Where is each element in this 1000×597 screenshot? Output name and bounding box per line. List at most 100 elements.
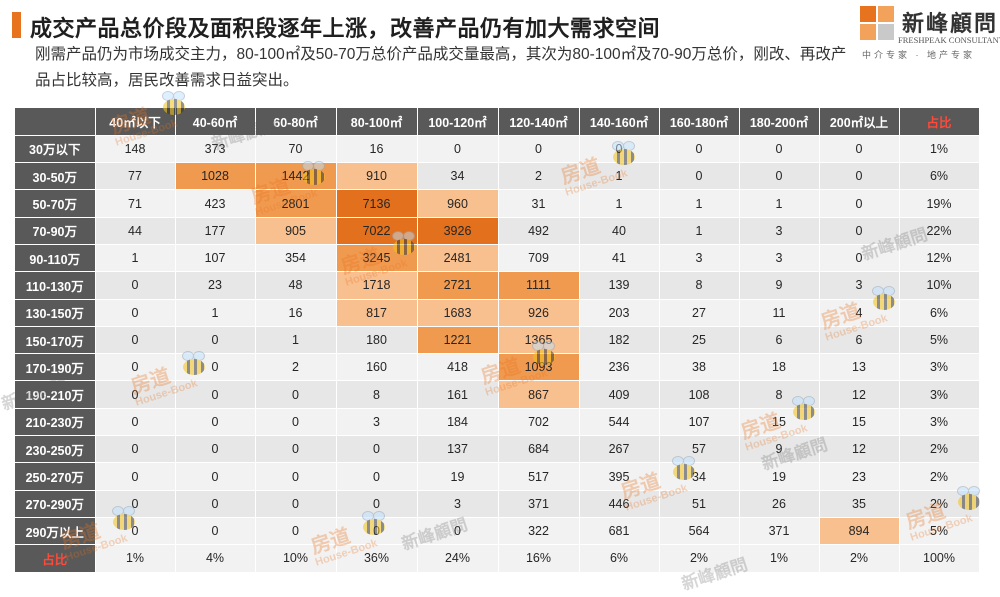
table-cell: 148	[95, 135, 176, 164]
title-accent-bar	[12, 12, 21, 38]
table-cell: 0	[95, 380, 176, 409]
row-header: 50-70万	[15, 189, 96, 218]
table-cell: 395	[579, 462, 660, 491]
column-header: 100-120㎡	[417, 108, 499, 136]
table-row: 50-70万 71 423 2801 7136 960 31 1 1 1 0 19%	[15, 189, 980, 218]
table-cell: 544	[579, 408, 660, 437]
table-cell: 0	[739, 135, 820, 164]
table-row: 110-130万 0 23 48 1718 2721 1111 139 8 9 3 10%	[15, 271, 980, 300]
table-cell: 3%	[899, 380, 980, 409]
table-cell: 0	[175, 353, 256, 382]
table-cell: 0	[819, 135, 900, 164]
table-cell: 0	[95, 435, 176, 464]
table-cell: 107	[659, 408, 740, 437]
share-row: 占比 1% 4% 10% 36% 24% 16% 6% 2% 1% 2% 100%	[15, 544, 980, 573]
table-cell: 1028	[175, 162, 256, 191]
table-cell: 1718	[336, 271, 418, 300]
share-cell: 36%	[336, 544, 418, 573]
logo-name: 新峰顧問	[902, 11, 999, 37]
table-cell: 960	[417, 189, 499, 218]
table-cell: 0	[819, 244, 900, 273]
table-cell: 2481	[417, 244, 499, 273]
table-cell: 709	[498, 244, 580, 273]
table-cell: 236	[579, 353, 660, 382]
column-header: 120-140㎡	[498, 108, 580, 136]
table-cell: 354	[255, 244, 337, 273]
company-logo: 新峰顧問 FRESHPEAK CONSULTANT 中介专家 · 地产专家	[858, 4, 1000, 62]
table-cell: 23	[819, 462, 900, 491]
table-body: 30万以下 148 373 70 16 0 0 0 0 0 0 1% 30-50万 77 1028 1442 9…	[15, 135, 980, 546]
share-cell: 1%	[95, 544, 176, 573]
table-cell: 27	[659, 299, 740, 327]
column-header: 占比	[899, 108, 980, 136]
table-cell: 3926	[417, 217, 499, 245]
share-cell: 24%	[417, 544, 499, 573]
table-row: 70-90万 44 177 905 7022 3926 492 40 1 3 0 22%	[15, 217, 980, 245]
share-cell: 100%	[899, 544, 980, 573]
table-cell: 0	[739, 162, 820, 191]
table-cell: 910	[336, 162, 418, 191]
column-header: 200㎡以上	[819, 108, 900, 136]
row-header: 150-170万	[15, 326, 96, 355]
table-cell: 492	[498, 217, 580, 245]
table-cell: 12	[819, 435, 900, 464]
table-cell: 5%	[899, 517, 980, 546]
table-cell: 57	[659, 435, 740, 464]
table-cell: 926	[498, 299, 580, 327]
table-cell: 702	[498, 408, 580, 437]
table-cell: 34	[659, 462, 740, 491]
share-cell: 2%	[659, 544, 740, 573]
share-cell: 10%	[255, 544, 337, 573]
table-cell: 40	[579, 217, 660, 245]
table-cell: 0	[95, 408, 176, 437]
table-row: 250-270万 0 0 0 0 19 517 395 34 19 23 2%	[15, 462, 980, 491]
table-cell: 9	[739, 435, 820, 464]
table-row: 30-50万 77 1028 1442 910 34 2 1 0 0 0 6%	[15, 162, 980, 191]
table-cell: 1	[579, 162, 660, 191]
table-cell: 0	[175, 380, 256, 409]
table-cell: 322	[498, 517, 580, 546]
table-row: 150-170万 0 0 1 180 1221 1365 182 25 6 6 5%	[15, 326, 980, 355]
table-cell: 3	[417, 490, 499, 518]
share-cell: 2%	[819, 544, 900, 573]
table-cell: 7136	[336, 189, 418, 218]
table-cell: 1	[175, 299, 256, 327]
table-row: 90-110万 1 107 354 3245 2481 709 41 3 3 0 12%	[15, 244, 980, 273]
table-cell: 51	[659, 490, 740, 518]
table-cell: 0	[417, 135, 499, 164]
table-cell: 8	[659, 271, 740, 300]
table-cell: 0	[819, 162, 900, 191]
table-row: 290万以上 0 0 0 0 0 322 681 564 371 894 5%	[15, 517, 980, 546]
table-cell: 418	[417, 353, 499, 382]
table-cell: 0	[336, 435, 418, 464]
table-cell: 19	[417, 462, 499, 491]
table-cell: 139	[579, 271, 660, 300]
table-cell: 0	[819, 189, 900, 218]
column-header: 160-180㎡	[659, 108, 740, 136]
table-cell: 1111	[498, 271, 580, 300]
table-cell: 2	[498, 162, 580, 191]
table-cell: 0	[175, 435, 256, 464]
table-cell: 905	[255, 217, 337, 245]
table-cell: 0	[95, 462, 176, 491]
table-cell: 77	[95, 162, 176, 191]
table-cell: 0	[95, 517, 176, 546]
table-cell: 0	[95, 299, 176, 327]
share-cell: 1%	[739, 544, 820, 573]
table-cell: 409	[579, 380, 660, 409]
table-row: 270-290万 0 0 0 0 3 371 446 51 26 35 2%	[15, 490, 980, 518]
table-cell: 137	[417, 435, 499, 464]
corner-cell	[15, 108, 96, 136]
row-header: 110-130万	[15, 271, 96, 300]
table-cell: 203	[579, 299, 660, 327]
table-cell: 35	[819, 490, 900, 518]
table-cell: 70	[255, 135, 337, 164]
table-cell: 0	[417, 517, 499, 546]
table-cell: 15	[739, 408, 820, 437]
table-cell: 7022	[336, 217, 418, 245]
table-cell: 12%	[899, 244, 980, 273]
column-header: 40㎡以下	[95, 108, 176, 136]
table-cell: 2	[255, 353, 337, 382]
logo-tagline: 中介专家 · 地产专家	[862, 50, 975, 60]
table-cell: 23	[175, 271, 256, 300]
